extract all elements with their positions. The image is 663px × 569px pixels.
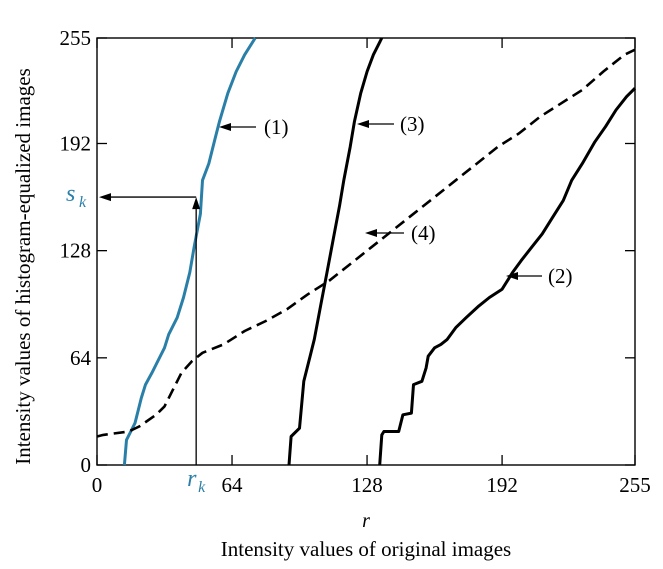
leader-arrowhead — [357, 120, 369, 128]
rk-subscript: k — [198, 479, 206, 496]
series-line-2 — [378, 87, 637, 466]
sk-label: s — [66, 181, 75, 207]
y-tick-label: 192 — [60, 131, 92, 155]
y-tick-label: 64 — [70, 346, 92, 370]
rk-label: r — [187, 466, 197, 492]
x-tick-label: 64 — [222, 473, 244, 497]
leader-arrowhead — [219, 123, 231, 131]
series-label-2: (2) — [548, 264, 573, 288]
y-axis-title: Intensity values of histogram-equalized … — [11, 68, 35, 465]
rk-arrowhead — [192, 197, 201, 210]
series-line-1 — [122, 37, 257, 466]
y-tick-label: 255 — [60, 26, 92, 50]
y-tick-label: 128 — [60, 239, 92, 263]
leader-arrowhead — [365, 229, 377, 237]
series-label-4: (4) — [411, 221, 436, 245]
plot-frame — [96, 37, 636, 466]
series-line-3 — [287, 37, 384, 466]
series-line-4 — [96, 48, 636, 438]
x-axis-title: Intensity values of original images — [221, 537, 511, 561]
sk-arrowhead — [99, 193, 111, 202]
x-tick-label: 0 — [92, 473, 103, 497]
x-axis-symbol: r — [362, 510, 370, 532]
x-tick-label: 192 — [486, 473, 518, 497]
series-label-3: (3) — [400, 112, 425, 136]
sk-subscript: k — [79, 194, 87, 211]
y-tick-label: 0 — [81, 453, 92, 477]
x-tick-label: 128 — [351, 473, 383, 497]
series-label-1: (1) — [264, 115, 289, 139]
x-tick-label: 255 — [619, 473, 651, 497]
leader-arrowhead — [506, 272, 518, 280]
